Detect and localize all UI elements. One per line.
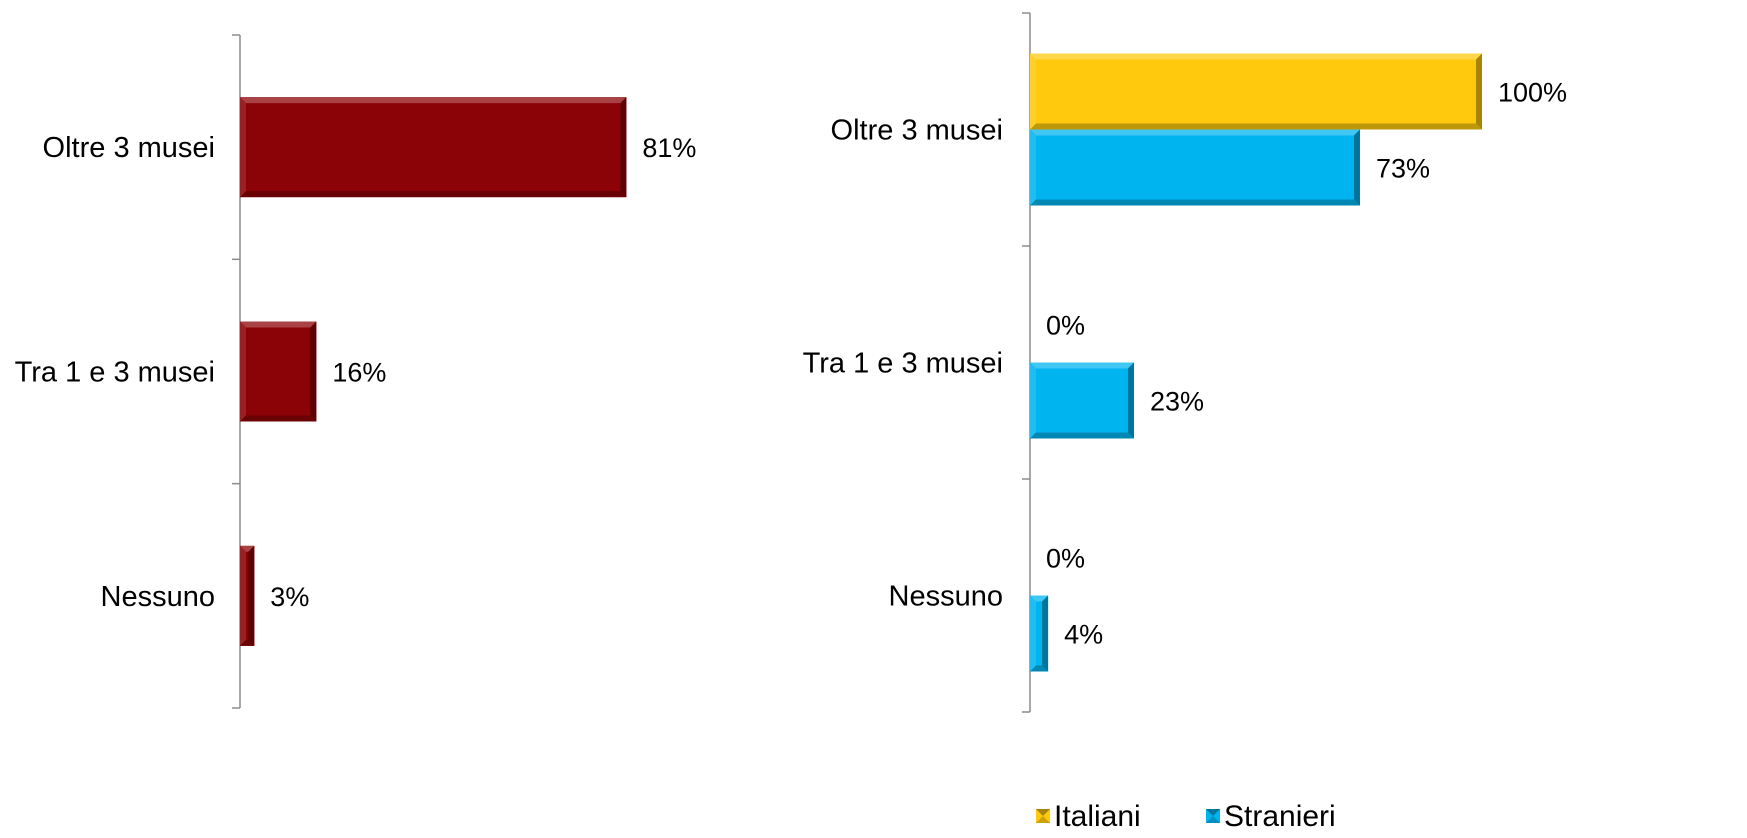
chart2-data-label-italiani-oltre-3-musei: 100%: [1498, 78, 1567, 108]
chart1-category-label-oltre-3-musei: Oltre 3 musei: [43, 132, 215, 164]
chart1-category-label-tra-1-e-3-musei: Tra 1 e 3 musei: [15, 357, 215, 389]
chart2-category-label-tra-1-e-3-musei: Tra 1 e 3 musei: [803, 348, 1003, 380]
chart2-data-label-italiani-tra-1-e-3-musei: 0%: [1046, 311, 1085, 341]
chart1-category-label-nessuno: Nessuno: [101, 581, 215, 613]
chart1: Oltre 3 musei 81% Tra 1 e 3 musei 16% Nessun…: [15, 34, 696, 709]
chart2-data-label-stranieri-nessuno: 4%: [1064, 620, 1103, 650]
chart2-bar-italiani-oltre-3-musei: [1030, 53, 1482, 130]
chart2-category-label-oltre-3-musei: Oltre 3 musei: [831, 115, 1003, 147]
chart1-data-label-series-nessuno: 3%: [270, 582, 309, 612]
chart2-category-label-nessuno: Nessuno: [889, 581, 1003, 613]
chart1-bar-series-oltre-3-musei: [240, 97, 627, 198]
chart2-legend-label-italiani: Italiani: [1054, 800, 1141, 833]
chart2-legend-marker-italiani: [1036, 809, 1050, 823]
chart2-data-label-italiani-nessuno: 0%: [1046, 544, 1085, 574]
chart1-data-label-series-oltre-3-musei: 81%: [642, 133, 696, 163]
chart2-data-label-stranieri-tra-1-e-3-musei: 23%: [1150, 387, 1204, 417]
chart2-bar-stranieri-tra-1-e-3-musei: [1030, 362, 1134, 439]
chart2: Oltre 3 musei 100% 73% Tra 1 e 3 musei 0% 23%…: [803, 12, 1567, 833]
chart2-data-label-stranieri-oltre-3-musei: 73%: [1376, 154, 1430, 184]
chart1-bar-series-nessuno: [240, 545, 255, 646]
chart1-bar-series-tra-1-e-3-musei: [240, 321, 317, 422]
chart2-bar-stranieri-oltre-3-musei: [1030, 129, 1360, 206]
chart2-legend-marker-stranieri: [1206, 809, 1220, 823]
chart2-bar-stranieri-nessuno: [1030, 595, 1049, 672]
chart2-legend-label-stranieri: Stranieri: [1224, 800, 1336, 833]
chart1-data-label-series-tra-1-e-3-musei: 16%: [332, 358, 386, 388]
